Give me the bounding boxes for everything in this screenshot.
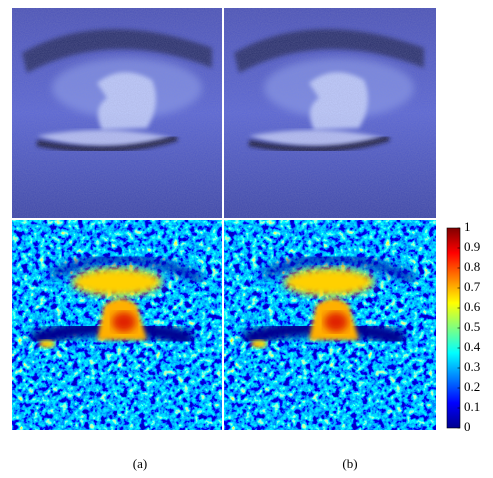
heatmap-b: [224, 220, 436, 430]
colorbar-tick-label: 0.1: [464, 399, 480, 414]
colorbar-tick-label: 0.9: [464, 239, 480, 254]
colorbar-tick-label: 0.8: [464, 259, 480, 274]
colorbar-tick-label: 0.5: [464, 319, 480, 334]
heatmap-a: [12, 220, 224, 430]
colorbar-tick-label: 0.3: [464, 359, 480, 374]
photo-a: [12, 8, 224, 218]
colorbar-tick-label: 1: [464, 219, 471, 234]
panel-label: (b): [342, 456, 357, 471]
photo-b: [224, 8, 436, 218]
colorbar-tick-label: 0.2: [464, 379, 480, 394]
colorbar-tick-label: 0.6: [464, 299, 481, 314]
panel-label: (a): [133, 456, 147, 471]
colorbar-tick-label: 0: [464, 419, 471, 434]
colorbar-tick-label: 0.4: [464, 339, 481, 354]
colorbar-tick-label: 0.7: [464, 279, 481, 294]
